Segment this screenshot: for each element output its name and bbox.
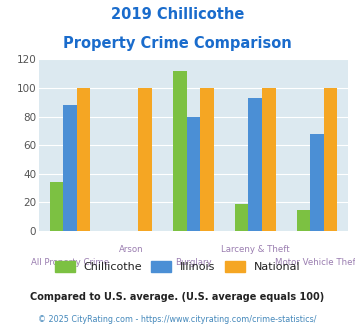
Text: Larceny & Theft: Larceny & Theft bbox=[221, 245, 290, 254]
Bar bbox=[50, 182, 63, 231]
Bar bbox=[310, 134, 324, 231]
Text: Property Crime Comparison: Property Crime Comparison bbox=[63, 36, 292, 51]
Text: All Property Crime: All Property Crime bbox=[31, 258, 109, 267]
Bar bbox=[248, 98, 262, 231]
Text: Motor Vehicle Theft: Motor Vehicle Theft bbox=[275, 258, 355, 267]
Text: © 2025 CityRating.com - https://www.cityrating.com/crime-statistics/: © 2025 CityRating.com - https://www.city… bbox=[38, 315, 317, 324]
Bar bbox=[235, 204, 248, 231]
Bar bbox=[77, 88, 90, 231]
Bar bbox=[187, 116, 200, 231]
Bar bbox=[138, 88, 152, 231]
Bar bbox=[200, 88, 214, 231]
Bar bbox=[324, 88, 337, 231]
Legend: Chillicothe, Illinois, National: Chillicothe, Illinois, National bbox=[51, 258, 304, 276]
Bar bbox=[63, 105, 77, 231]
Bar bbox=[262, 88, 275, 231]
Text: Compared to U.S. average. (U.S. average equals 100): Compared to U.S. average. (U.S. average … bbox=[31, 292, 324, 302]
Text: Arson: Arson bbox=[119, 245, 144, 254]
Bar bbox=[297, 210, 310, 231]
Bar bbox=[173, 71, 187, 231]
Text: Burglary: Burglary bbox=[175, 258, 212, 267]
Text: 2019 Chillicothe: 2019 Chillicothe bbox=[111, 7, 244, 21]
